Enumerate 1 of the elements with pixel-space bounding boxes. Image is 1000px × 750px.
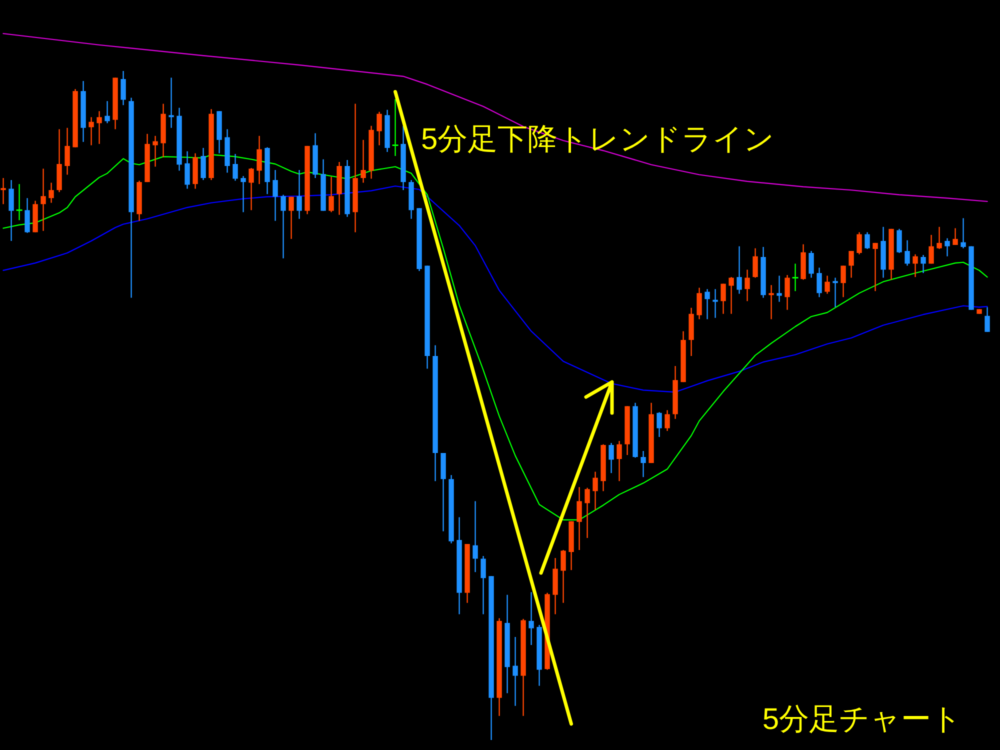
annotation: 5分足チャート [762,703,962,736]
